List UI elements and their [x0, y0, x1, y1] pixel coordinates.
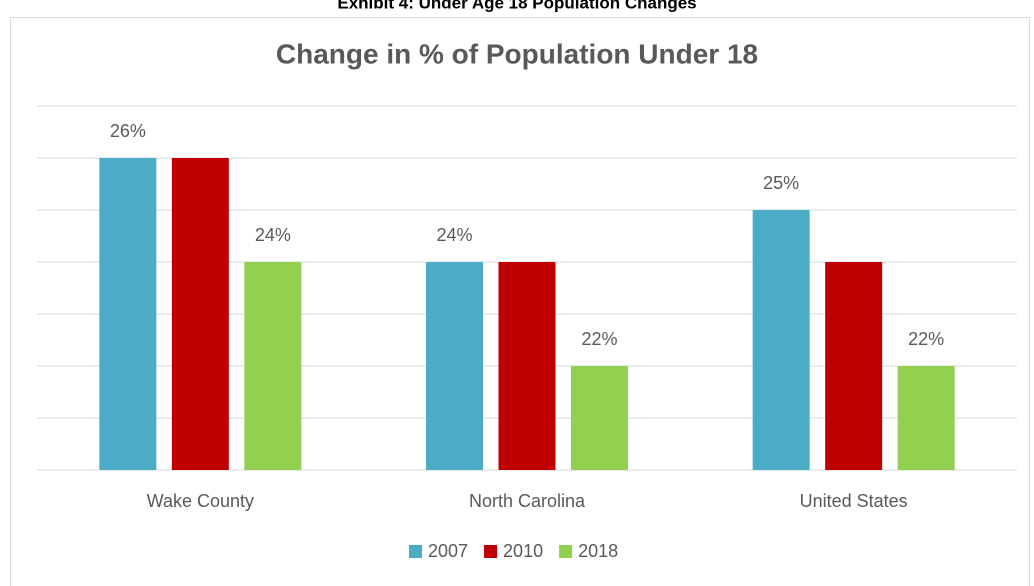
data-label: 25%	[763, 173, 799, 193]
bar	[571, 366, 628, 470]
bar	[498, 262, 556, 470]
bar	[171, 158, 229, 470]
data-label: 22%	[581, 329, 617, 349]
legend-swatch	[409, 545, 422, 558]
legend-swatch	[559, 545, 573, 558]
legend-swatch	[484, 545, 498, 558]
x-tick-label: United States	[800, 491, 908, 511]
x-tick-label: North Carolina	[469, 491, 586, 511]
data-label: 24%	[436, 225, 472, 245]
bar	[752, 210, 810, 470]
bar	[426, 262, 483, 470]
legend-label: 2018	[578, 541, 618, 561]
x-tick-label: Wake County	[147, 491, 254, 511]
exhibit-heading: Exhibit 4: Under Age 18 Population Chang…	[337, 0, 696, 12]
legend-label: 2010	[503, 541, 543, 561]
bar	[244, 262, 302, 470]
legend-label: 2007	[428, 541, 468, 561]
data-label: 24%	[255, 225, 291, 245]
bar	[825, 262, 883, 470]
bar	[99, 158, 157, 470]
data-label: 22%	[908, 329, 944, 349]
chart-title: Change in % of Population Under 18	[276, 38, 758, 69]
bar	[897, 366, 955, 470]
data-label: 26%	[110, 121, 146, 141]
